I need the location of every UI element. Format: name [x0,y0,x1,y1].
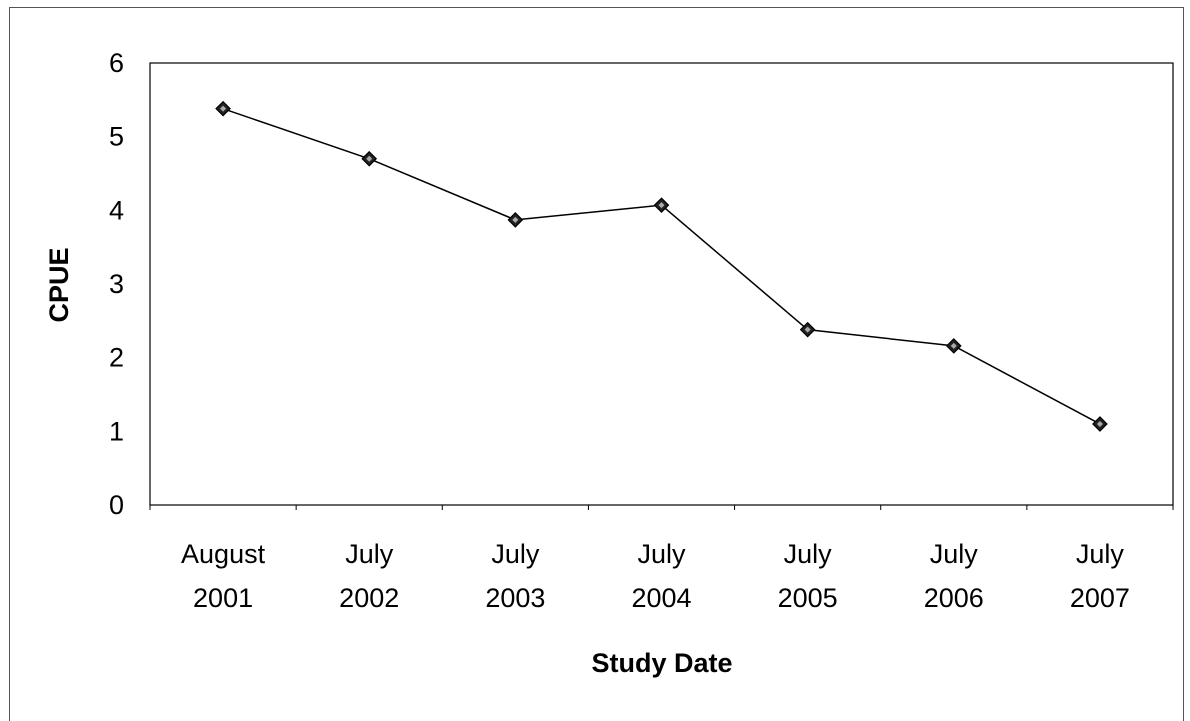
data-point-marker-highlight [950,342,957,349]
y-axis-ticks: 0 1 2 3 4 5 6 [109,48,124,520]
x-axis-title: Study Date [591,648,732,678]
x-tick-label: July [1076,539,1125,569]
y-tick-label: 1 [109,416,124,446]
x-tick-label: July [637,539,686,569]
x-tick-label: July [784,539,833,569]
data-point-marker-highlight [366,155,373,162]
data-point-marker-highlight [512,216,519,223]
y-tick-label: 6 [109,48,124,78]
y-tick-label: 5 [109,122,124,152]
x-tick-label: July [491,539,540,569]
x-tick-label: 2003 [485,583,545,613]
x-tick-label: July [345,539,394,569]
y-tick-label: 4 [109,195,124,225]
y-tick-label: 0 [109,490,124,520]
x-tick-label: 2006 [924,583,984,613]
series-layer [215,100,1108,432]
chart-frame [9,7,1184,721]
y-tick-label: 3 [109,269,124,299]
y-tick-label: 2 [109,343,124,373]
x-tick-label: 2005 [778,583,838,613]
x-tick-label: 2001 [193,583,253,613]
data-point-marker-highlight [804,326,811,333]
x-tick-label: July [930,539,979,569]
plot-area [149,62,1174,506]
data-point-marker-highlight [658,202,665,209]
series-line [222,107,1101,425]
data-point-marker-highlight [220,105,227,112]
y-axis-title: CPUE [44,247,74,322]
x-tick-label: 2002 [339,583,399,613]
x-tick-label: 2004 [631,583,691,613]
x-tick-label: August [181,539,266,569]
x-axis-ticks: August 2001 July 2002 July 2003 July 2004 July 20… [149,505,1174,613]
data-point-marker-highlight [1096,420,1103,427]
x-tick-label: 2007 [1070,583,1130,613]
